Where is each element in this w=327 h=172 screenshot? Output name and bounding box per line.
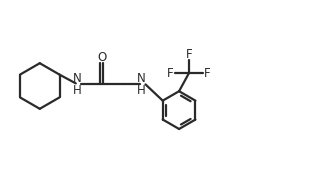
Text: O: O [97,51,106,64]
Text: F: F [167,67,174,80]
Text: N
H: N H [73,72,82,97]
Text: F: F [185,48,192,61]
Text: F: F [204,67,210,80]
Text: N
H: N H [137,72,146,97]
